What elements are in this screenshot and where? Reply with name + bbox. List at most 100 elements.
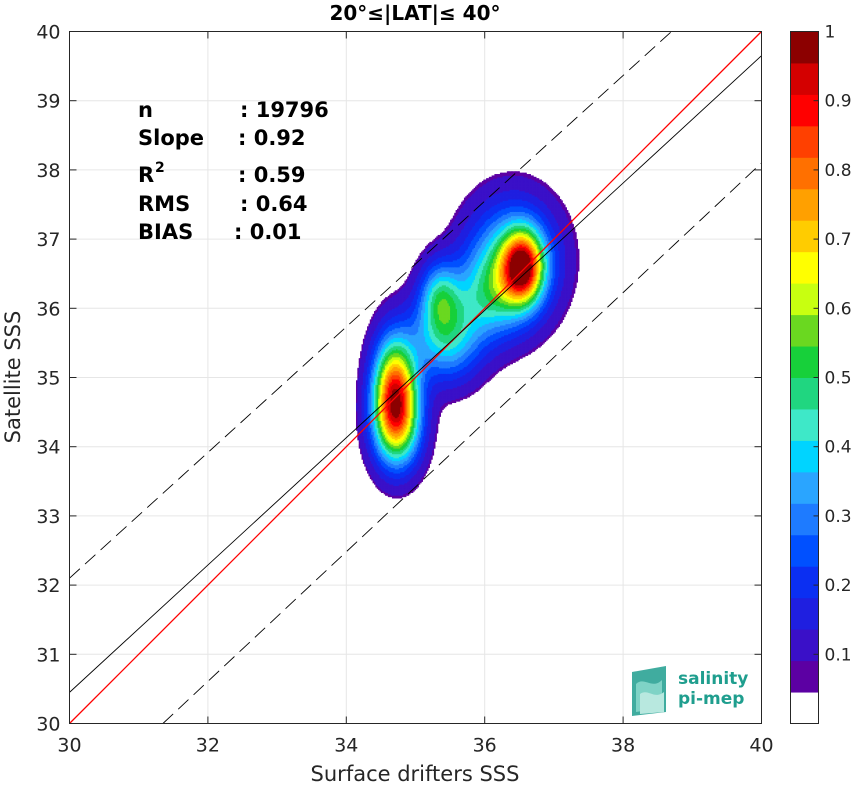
density-cell	[372, 376, 375, 379]
density-cell	[361, 345, 364, 348]
density-cell	[369, 327, 372, 330]
density-cell	[360, 367, 363, 370]
density-cell	[368, 351, 371, 354]
density-cell	[365, 395, 368, 398]
density-cell	[364, 460, 367, 463]
density-cell	[375, 442, 378, 445]
density-cell	[380, 376, 383, 379]
density-cell	[380, 479, 383, 482]
density-cell	[376, 455, 379, 457]
density-cell	[360, 362, 363, 365]
density-cell	[378, 387, 381, 390]
density-cell	[364, 423, 367, 426]
density-cell	[355, 407, 358, 410]
density-cell	[376, 435, 379, 438]
density-cell	[365, 365, 368, 368]
density-cell	[371, 459, 374, 462]
density-cell	[373, 335, 376, 338]
density-cell	[375, 356, 378, 359]
density-cell	[378, 481, 381, 484]
density-cell	[375, 330, 378, 333]
density-cell	[380, 322, 383, 325]
density-cell	[382, 428, 385, 431]
density-cell	[364, 365, 367, 368]
density-cell	[378, 473, 381, 475]
density-cell	[371, 432, 374, 435]
density-cell	[371, 341, 374, 344]
density-cell	[373, 363, 376, 366]
density-cell	[378, 425, 381, 428]
density-cell	[382, 434, 385, 437]
density-cell	[375, 412, 378, 415]
density-cell	[380, 456, 383, 459]
density-cell	[373, 387, 376, 390]
density-cell	[360, 391, 363, 394]
density-cell	[368, 358, 371, 361]
density-cell	[378, 468, 381, 471]
density-cell	[355, 395, 358, 398]
density-cell	[368, 438, 371, 441]
density-cell	[368, 467, 371, 470]
density-cell	[382, 470, 385, 473]
density-cell	[380, 475, 383, 478]
density-cell	[376, 323, 379, 326]
density-cell	[378, 409, 381, 412]
density-cell	[378, 414, 381, 417]
density-cell	[380, 387, 383, 390]
density-cell	[375, 478, 378, 481]
density-cell	[372, 329, 375, 332]
density-cell	[376, 464, 379, 467]
density-cell	[371, 428, 374, 431]
density-cell	[373, 420, 376, 423]
density-cell	[379, 457, 382, 460]
density-cell	[362, 351, 365, 354]
density-cell	[375, 380, 378, 383]
density-cell	[378, 320, 381, 323]
density-cell	[360, 412, 363, 415]
density-cell	[369, 402, 372, 405]
density-cell	[376, 311, 379, 314]
density-cell	[378, 479, 381, 482]
density-cell	[368, 453, 371, 456]
density-cell	[367, 463, 370, 466]
density-cell	[372, 344, 375, 347]
density-cell	[373, 311, 376, 314]
density-cell	[373, 405, 376, 408]
density-cell	[357, 399, 360, 402]
density-cell	[376, 329, 379, 332]
density-cell	[378, 352, 381, 355]
density-cell	[369, 352, 372, 355]
density-cell	[357, 421, 360, 424]
density-cell	[371, 467, 374, 470]
density-cell	[369, 387, 372, 390]
density-cell	[376, 362, 379, 365]
density-cell	[371, 409, 374, 412]
density-cell	[364, 413, 367, 416]
density-cell	[378, 477, 381, 480]
density-cell	[379, 380, 382, 383]
density-cell	[382, 442, 385, 445]
density-cell	[380, 423, 383, 426]
density-cell	[360, 410, 363, 413]
density-cell	[379, 401, 382, 404]
density-cell	[380, 383, 383, 386]
density-cell	[373, 395, 376, 398]
density-cell	[380, 340, 383, 343]
density-cell	[371, 355, 374, 358]
density-cell	[364, 417, 367, 420]
density-cell	[380, 373, 383, 376]
density-cell	[376, 479, 379, 482]
density-cell	[360, 450, 363, 453]
density-cell	[378, 403, 381, 406]
density-cell	[380, 434, 383, 437]
density-cell	[380, 484, 383, 487]
density-cell	[376, 344, 379, 347]
density-cell	[358, 412, 361, 415]
density-cell	[373, 315, 376, 318]
density-cell	[373, 356, 376, 359]
density-cell	[382, 430, 385, 433]
density-cell	[371, 317, 374, 320]
density-cell	[379, 395, 382, 398]
density-cell	[373, 457, 376, 460]
density-cell	[360, 360, 363, 363]
